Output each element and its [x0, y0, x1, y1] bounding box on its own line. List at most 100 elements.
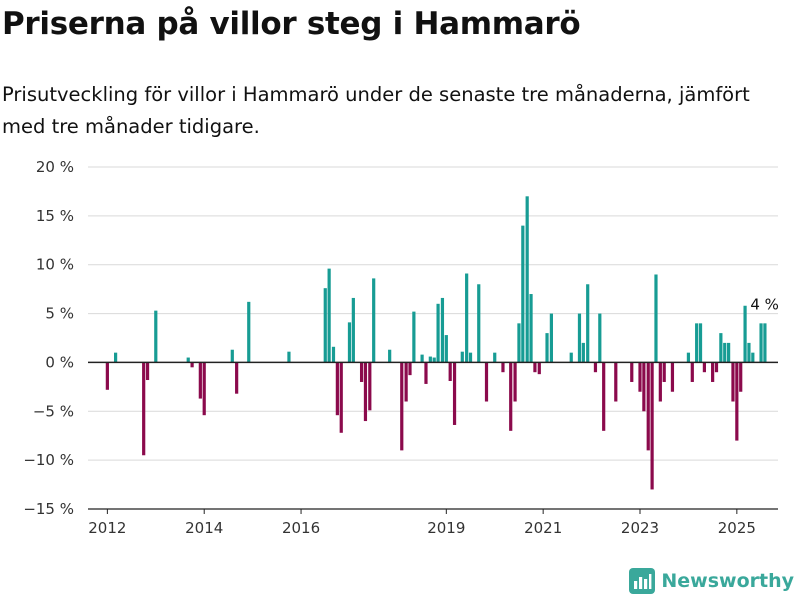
bar [751, 352, 755, 363]
bar [235, 362, 239, 394]
bar [537, 362, 541, 375]
bar [432, 357, 436, 363]
newsworthy-brand: Newsworthy [629, 568, 794, 594]
bar [339, 362, 343, 433]
bar [363, 362, 368, 422]
bar [662, 362, 666, 382]
bar [347, 322, 352, 363]
bar [468, 352, 473, 363]
bar [404, 362, 408, 402]
bar [444, 335, 448, 363]
bar [739, 362, 743, 392]
bar [638, 362, 642, 392]
bar [509, 362, 513, 431]
bar [230, 349, 234, 363]
y-tick-label: 5 % [45, 305, 74, 323]
bars [105, 196, 767, 490]
bar [521, 225, 525, 363]
bar [529, 294, 533, 363]
bar [202, 362, 206, 416]
bar [686, 352, 691, 363]
bar [569, 352, 573, 363]
bar [614, 362, 618, 402]
x-tick-label: 2019 [427, 519, 465, 537]
bar [335, 362, 339, 416]
bar [763, 323, 767, 363]
bar [545, 333, 549, 363]
bar [743, 305, 747, 363]
y-tick-label: 20 % [36, 158, 74, 176]
x-tick-label: 2021 [524, 519, 562, 537]
bar [190, 362, 194, 368]
y-tick-label: 15 % [36, 207, 74, 225]
bar [501, 362, 505, 373]
bar [586, 284, 590, 363]
bar [731, 362, 735, 402]
bar [711, 362, 715, 382]
chart-subtitle: Prisutveckling för villor i Hammarö unde… [2, 83, 750, 138]
bar [420, 354, 424, 363]
x-tick-label: 2023 [621, 519, 659, 537]
bar [198, 362, 202, 399]
bar [424, 362, 428, 384]
last-value-annotation: 4 % [750, 295, 779, 313]
bar [186, 357, 190, 363]
chart-title: Priserna på villor steg i Hammarö [2, 6, 581, 42]
bar [287, 351, 291, 363]
bar [577, 313, 582, 363]
bar [359, 362, 364, 382]
bar [646, 362, 650, 451]
bar [351, 297, 355, 363]
gridlines [88, 166, 778, 510]
y-tick-label: −15 % [23, 500, 74, 518]
bar [525, 196, 529, 363]
bar [533, 362, 537, 373]
bar [698, 323, 703, 363]
bar [105, 362, 109, 390]
bar-chart: 20 % 15 % 10 % 5 % 0 % −5 % −10 % −15 % 2012 2014… [23, 158, 779, 537]
bar [327, 268, 331, 363]
bar [493, 352, 497, 363]
bar [695, 323, 699, 363]
bar [114, 352, 118, 363]
bar [759, 323, 763, 363]
bar [714, 362, 719, 373]
x-tick-label: 2012 [88, 519, 126, 537]
bar [517, 323, 521, 363]
bar [465, 273, 469, 363]
bar [484, 362, 489, 402]
bar [727, 342, 731, 363]
bar [408, 362, 412, 376]
bar [719, 333, 723, 363]
bar [145, 362, 150, 381]
bar [428, 356, 432, 363]
brand-name: Newsworthy [661, 570, 794, 592]
bar [735, 362, 739, 441]
newsworthy-logo-icon [629, 568, 656, 594]
bar [690, 362, 694, 382]
bar [323, 288, 327, 363]
bar [630, 362, 634, 382]
bar [513, 362, 517, 402]
y-tick-label: −10 % [23, 451, 74, 469]
bar [581, 342, 585, 363]
y-tick-label: 10 % [36, 256, 74, 274]
bar [460, 351, 464, 363]
x-tick-label: 2014 [185, 519, 223, 537]
bar [602, 362, 606, 431]
bar [436, 303, 440, 363]
bar [598, 313, 602, 363]
bar [452, 362, 457, 425]
bar [154, 310, 158, 363]
y-tick-label: 0 % [45, 353, 74, 371]
bar [368, 362, 372, 411]
axes: 20 % 15 % 10 % 5 % 0 % −5 % −10 % −15 % 2012 2014… [23, 158, 778, 537]
bar [142, 362, 146, 456]
bar [670, 362, 675, 392]
bar [331, 346, 336, 363]
bar [247, 301, 251, 363]
bar [477, 284, 481, 363]
bar [440, 297, 445, 363]
x-tick-label: 2016 [282, 519, 320, 537]
bar [412, 311, 416, 363]
